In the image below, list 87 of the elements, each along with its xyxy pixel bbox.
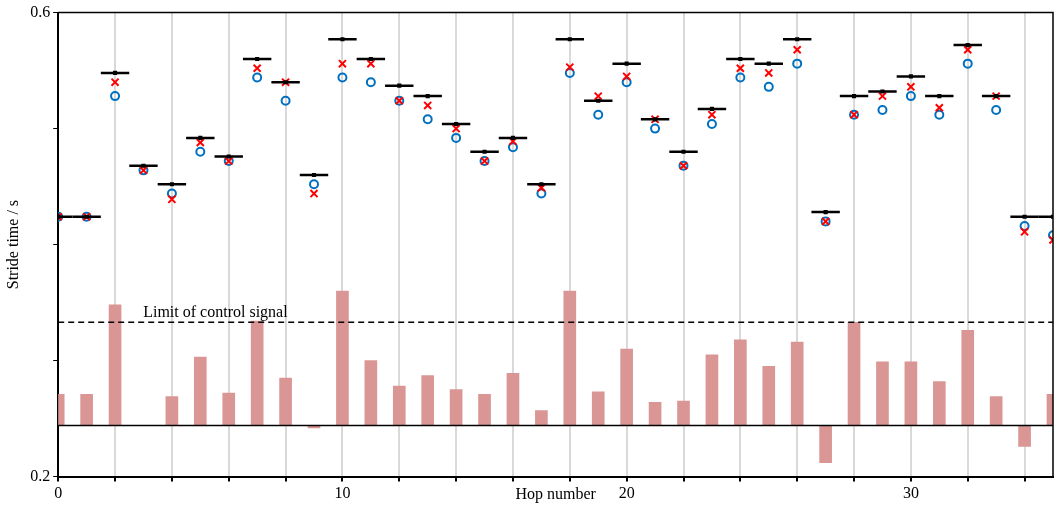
ref-line-label: Limit of control signal: [143, 302, 289, 321]
bar: [790, 341, 804, 426]
point: [763, 81, 774, 92]
bar: [193, 356, 207, 426]
point: [337, 72, 348, 83]
bar: [364, 360, 378, 426]
point: [735, 63, 745, 73]
point: [423, 100, 433, 110]
point: [252, 63, 262, 73]
point: [991, 105, 1002, 116]
bar: [591, 391, 605, 426]
point: [280, 95, 291, 106]
point: [792, 58, 803, 69]
bar: [705, 354, 719, 426]
point: [764, 68, 774, 78]
point: [110, 91, 121, 102]
point: [536, 188, 547, 199]
x-tick-label: 30: [902, 484, 919, 502]
bar: [108, 304, 122, 426]
point: [422, 114, 433, 125]
point: [706, 118, 717, 129]
y-axis-title: Stride time / s: [3, 199, 21, 290]
point: [593, 91, 603, 101]
point: [621, 77, 632, 88]
point: [252, 72, 263, 83]
bar: [478, 393, 491, 426]
point: [195, 146, 206, 157]
point: [451, 124, 461, 134]
point: [451, 132, 462, 143]
point: [905, 91, 916, 102]
point: [167, 194, 177, 204]
point: [110, 77, 120, 87]
x-axis-title: Hop number: [515, 484, 597, 503]
bar: [506, 373, 520, 426]
bar: [876, 361, 889, 426]
bar: [932, 381, 946, 426]
bar: [1018, 425, 1031, 447]
x-tick-label: 20: [618, 484, 635, 502]
bar: [819, 425, 832, 464]
point: [309, 179, 320, 190]
point: [366, 59, 376, 69]
bar: [989, 396, 1003, 426]
bar: [535, 410, 548, 426]
point: [166, 188, 177, 199]
point: [650, 123, 661, 134]
point: [906, 82, 916, 92]
bar: [165, 396, 179, 426]
bar: [336, 290, 349, 426]
bar: [734, 339, 747, 426]
y-tick-label: 0.6: [30, 2, 51, 20]
bar: [847, 321, 861, 426]
bar: [648, 402, 662, 426]
bar: [80, 393, 93, 426]
point: [564, 67, 575, 78]
bar: [449, 389, 463, 426]
point: [1020, 227, 1030, 237]
point: [962, 58, 973, 69]
point: [565, 62, 575, 72]
point: [337, 59, 347, 69]
point: [622, 71, 632, 81]
point: [309, 189, 319, 199]
point: [792, 45, 802, 55]
point: [735, 72, 746, 83]
bar: [421, 375, 435, 426]
point: [1019, 221, 1030, 232]
point: [877, 105, 888, 116]
point: [934, 109, 945, 120]
point: [507, 142, 518, 153]
point: [934, 103, 944, 113]
bar: [762, 366, 776, 426]
point: [877, 91, 887, 101]
point: [707, 110, 717, 120]
bar: [904, 361, 918, 426]
point: [365, 77, 376, 88]
x-tick-label: 0: [54, 484, 63, 502]
y-tick-label: 0.2: [30, 466, 51, 484]
bar: [279, 377, 292, 426]
bar: [250, 320, 264, 426]
x-tick-label: 10: [334, 484, 351, 502]
bar: [961, 330, 975, 426]
point: [593, 109, 604, 120]
bar: [620, 348, 633, 426]
bar: [563, 290, 577, 426]
bar: [222, 392, 236, 426]
bar: [677, 400, 690, 426]
bar: [392, 385, 406, 426]
point: [963, 45, 973, 55]
